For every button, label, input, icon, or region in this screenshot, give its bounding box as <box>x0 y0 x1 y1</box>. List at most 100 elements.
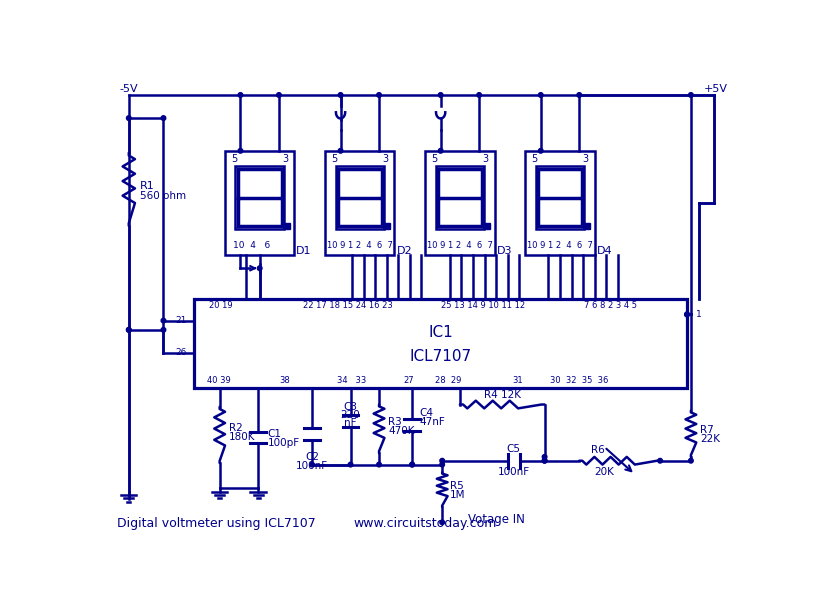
Text: 3: 3 <box>581 153 588 164</box>
Bar <box>436 167 484 229</box>
Circle shape <box>257 266 262 271</box>
Circle shape <box>576 93 581 97</box>
Text: D1: D1 <box>296 246 311 256</box>
Text: 180K: 180K <box>229 432 255 442</box>
Text: 1: 1 <box>696 310 701 319</box>
Text: 220: 220 <box>340 410 360 420</box>
Text: 100pF: 100pF <box>267 438 299 448</box>
Text: 47nF: 47nF <box>419 418 445 427</box>
Bar <box>194 299 686 388</box>
Text: 25 13 14 9 10 11 12: 25 13 14 9 10 11 12 <box>440 301 524 310</box>
Text: 20K: 20K <box>594 467 614 477</box>
Text: 21: 21 <box>175 316 186 325</box>
Circle shape <box>538 149 542 153</box>
Text: 20 19: 20 19 <box>209 301 233 310</box>
Bar <box>425 151 494 255</box>
Text: ICL7107: ICL7107 <box>409 349 471 364</box>
Text: C5: C5 <box>506 444 520 454</box>
Text: 27: 27 <box>402 376 413 385</box>
Text: 1M: 1M <box>450 491 465 500</box>
Bar <box>235 167 284 229</box>
Circle shape <box>348 462 353 467</box>
Text: 3: 3 <box>382 153 388 164</box>
Circle shape <box>127 328 131 332</box>
Text: 10 9 1 2  4  6  7: 10 9 1 2 4 6 7 <box>326 241 392 250</box>
Text: 7 6 8 2 3 4 5: 7 6 8 2 3 4 5 <box>583 301 636 310</box>
Circle shape <box>161 318 166 323</box>
Circle shape <box>161 116 166 120</box>
Text: R6: R6 <box>590 445 604 455</box>
Circle shape <box>310 462 314 467</box>
Text: C1: C1 <box>267 429 281 439</box>
Circle shape <box>684 312 689 317</box>
Text: Votage IN: Votage IN <box>467 513 524 526</box>
Text: -5V: -5V <box>119 84 138 94</box>
Circle shape <box>542 455 546 459</box>
Text: www.circuitstoday.com: www.circuitstoday.com <box>353 516 496 530</box>
Circle shape <box>238 93 243 97</box>
Circle shape <box>409 462 414 467</box>
Circle shape <box>684 312 689 317</box>
Text: 560 ohm: 560 ohm <box>139 191 185 201</box>
Text: 470K: 470K <box>388 426 414 437</box>
Circle shape <box>440 458 444 463</box>
Text: 3: 3 <box>282 153 288 164</box>
Text: R4 12K: R4 12K <box>484 391 520 400</box>
Bar <box>325 151 394 255</box>
Text: 22 17 18 15 24 16 23: 22 17 18 15 24 16 23 <box>303 301 392 310</box>
Text: R5: R5 <box>450 481 463 491</box>
Circle shape <box>238 149 243 153</box>
Text: C3: C3 <box>343 402 357 412</box>
Text: 26: 26 <box>175 349 186 358</box>
Circle shape <box>338 149 343 153</box>
Text: 31: 31 <box>512 376 522 385</box>
Text: 22K: 22K <box>700 434 720 444</box>
Text: R7: R7 <box>700 425 713 435</box>
Text: Digital voltmeter using ICL7107: Digital voltmeter using ICL7107 <box>117 516 315 530</box>
Text: C2: C2 <box>305 452 319 462</box>
Text: 28  29: 28 29 <box>435 376 461 385</box>
Circle shape <box>440 520 444 525</box>
Text: 10  4   6: 10 4 6 <box>233 241 270 250</box>
Text: 10 9 1 2  4  6  7: 10 9 1 2 4 6 7 <box>527 241 592 250</box>
Text: 40 39: 40 39 <box>207 376 230 385</box>
Text: R3: R3 <box>388 418 402 427</box>
Circle shape <box>476 93 481 97</box>
Circle shape <box>127 116 131 120</box>
Text: IC1: IC1 <box>428 325 452 340</box>
Text: R1: R1 <box>139 181 154 191</box>
Text: D4: D4 <box>596 246 612 256</box>
Circle shape <box>688 93 692 97</box>
Bar <box>335 167 383 229</box>
Circle shape <box>161 328 166 332</box>
Text: D2: D2 <box>397 246 412 256</box>
Circle shape <box>376 93 381 97</box>
Text: 34   33: 34 33 <box>337 376 366 385</box>
Text: +5V: +5V <box>703 84 727 94</box>
Circle shape <box>127 328 131 332</box>
Circle shape <box>338 93 343 97</box>
Text: 5: 5 <box>531 153 537 164</box>
Circle shape <box>440 462 444 467</box>
Text: R2: R2 <box>229 423 243 432</box>
Text: nF: nF <box>344 418 356 428</box>
Text: 30  32  35  36: 30 32 35 36 <box>550 376 608 385</box>
Circle shape <box>277 93 281 97</box>
Circle shape <box>438 149 442 153</box>
Circle shape <box>376 462 381 467</box>
Text: 3: 3 <box>482 153 488 164</box>
Text: 100nF: 100nF <box>296 461 328 471</box>
Text: D3: D3 <box>496 246 512 256</box>
Circle shape <box>657 458 662 463</box>
Text: 38: 38 <box>279 376 290 385</box>
Circle shape <box>538 93 542 97</box>
Circle shape <box>542 458 546 463</box>
Circle shape <box>438 93 442 97</box>
Text: 5: 5 <box>231 153 237 164</box>
Bar <box>525 151 594 255</box>
Text: C4: C4 <box>419 408 433 418</box>
Circle shape <box>542 458 546 463</box>
Text: 10 9 1 2  4  6  7: 10 9 1 2 4 6 7 <box>426 241 492 250</box>
Circle shape <box>409 462 414 467</box>
Bar <box>224 151 294 255</box>
